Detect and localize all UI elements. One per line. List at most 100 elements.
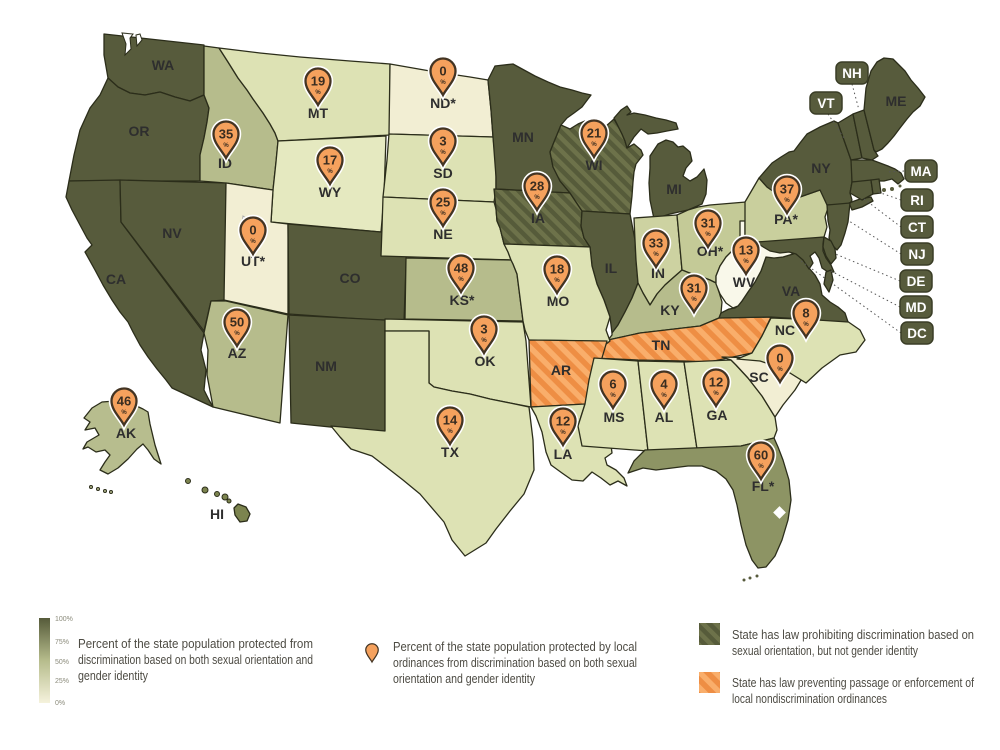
- svg-text:0: 0: [776, 351, 783, 366]
- svg-text:14: 14: [443, 413, 458, 428]
- svg-text:discrimination based on both s: discrimination based on both sexual orie…: [78, 653, 313, 667]
- svg-text:%: %: [803, 322, 809, 328]
- svg-text:0: 0: [249, 223, 256, 238]
- svg-text:%: %: [554, 278, 560, 284]
- svg-text:TN: TN: [652, 337, 671, 353]
- svg-text:%: %: [250, 239, 256, 245]
- svg-text:%: %: [481, 338, 487, 344]
- svg-text:31: 31: [687, 281, 701, 296]
- svg-text:48: 48: [454, 261, 468, 276]
- svg-text:OR: OR: [129, 123, 150, 139]
- svg-text:FL*: FL*: [752, 478, 775, 494]
- svg-text:AZ: AZ: [228, 345, 247, 361]
- svg-text:IA: IA: [531, 210, 545, 226]
- svg-text:NH: NH: [842, 66, 862, 81]
- svg-text:%: %: [743, 259, 749, 265]
- svg-text:VA: VA: [782, 283, 800, 299]
- svg-text:WY: WY: [319, 184, 342, 200]
- svg-text:25: 25: [436, 195, 450, 210]
- svg-text:AK: AK: [116, 425, 136, 441]
- svg-text:CA: CA: [106, 271, 126, 287]
- svg-text:3: 3: [480, 322, 487, 337]
- svg-text:3: 3: [439, 134, 446, 149]
- svg-text:NC: NC: [775, 322, 795, 338]
- svg-text:UT*: UT*: [241, 253, 266, 269]
- svg-text:NE: NE: [433, 226, 452, 242]
- svg-text:NV: NV: [162, 225, 182, 241]
- svg-text:%: %: [661, 393, 667, 399]
- svg-text:OK: OK: [475, 353, 496, 369]
- svg-text:DC: DC: [907, 326, 927, 341]
- svg-text:MI: MI: [666, 181, 682, 197]
- svg-text:AR: AR: [551, 362, 571, 378]
- svg-text:46: 46: [117, 394, 131, 409]
- svg-text:MT: MT: [308, 105, 329, 121]
- svg-text:gender identity: gender identity: [78, 669, 149, 683]
- svg-text:%: %: [653, 252, 659, 258]
- svg-text:%: %: [223, 143, 229, 149]
- svg-text:ND*: ND*: [430, 95, 456, 111]
- svg-text:%: %: [440, 211, 446, 217]
- svg-text:13: 13: [739, 243, 753, 258]
- svg-text:MD: MD: [906, 300, 927, 315]
- svg-text:MA: MA: [911, 164, 932, 179]
- svg-text:75%: 75%: [55, 639, 69, 646]
- svg-text:WV: WV: [733, 274, 756, 290]
- svg-text:Percent of the state populatio: Percent of the state population protecte…: [393, 640, 637, 654]
- svg-text:KS*: KS*: [450, 292, 475, 308]
- svg-text:%: %: [440, 150, 446, 156]
- svg-text:%: %: [534, 195, 540, 201]
- svg-text:33: 33: [649, 236, 663, 251]
- svg-text:SC: SC: [749, 369, 768, 385]
- svg-text:HI: HI: [210, 506, 224, 522]
- svg-text:50: 50: [230, 315, 244, 330]
- svg-text:State has law prohibiting disc: State has law prohibiting discrimination…: [732, 628, 974, 642]
- svg-text:%: %: [777, 367, 783, 373]
- svg-text:SD: SD: [433, 165, 452, 181]
- svg-text:State has law preventing passa: State has law preventing passage or enfo…: [732, 676, 974, 690]
- svg-text:MO: MO: [547, 293, 570, 309]
- svg-text:ordinances from discrimination: ordinances from discrimination based on …: [393, 656, 637, 670]
- svg-text:orientation and gender identit: orientation and gender identity: [393, 672, 536, 686]
- svg-text:GA: GA: [707, 407, 728, 423]
- svg-text:CO: CO: [340, 270, 361, 286]
- svg-text:ME: ME: [886, 93, 907, 109]
- svg-text:DE: DE: [907, 274, 926, 289]
- svg-text:NM: NM: [315, 358, 337, 374]
- svg-text:Percent of the state populatio: Percent of the state population protecte…: [78, 637, 313, 651]
- svg-text:%: %: [327, 169, 333, 175]
- svg-text:35: 35: [219, 127, 233, 142]
- svg-text:4: 4: [660, 377, 668, 392]
- svg-text:%: %: [784, 198, 790, 204]
- svg-text:28: 28: [530, 179, 544, 194]
- svg-text:MN: MN: [512, 129, 534, 145]
- svg-text:100%: 100%: [55, 616, 73, 623]
- svg-text:WA: WA: [152, 57, 175, 73]
- svg-text:local nondiscrimination ordina: local nondiscrimination ordinances: [732, 692, 887, 706]
- svg-text:RI: RI: [910, 193, 924, 208]
- svg-text:%: %: [458, 277, 464, 283]
- svg-text:PA*: PA*: [774, 211, 798, 227]
- svg-text:18: 18: [550, 262, 564, 277]
- svg-text:VT: VT: [817, 96, 835, 111]
- svg-text:KY: KY: [660, 302, 680, 318]
- svg-text:IL: IL: [605, 260, 618, 276]
- svg-text:%: %: [315, 90, 321, 96]
- svg-text:37: 37: [780, 182, 794, 197]
- svg-text:%: %: [560, 430, 566, 436]
- svg-text:6: 6: [609, 377, 616, 392]
- svg-text:%: %: [447, 429, 453, 435]
- svg-text:%: %: [705, 232, 711, 238]
- svg-text:0: 0: [439, 64, 446, 79]
- svg-text:LA: LA: [554, 446, 573, 462]
- svg-text:12: 12: [556, 414, 570, 429]
- svg-text:NJ: NJ: [908, 247, 925, 262]
- svg-text:MS: MS: [604, 409, 625, 425]
- svg-text:%: %: [758, 464, 764, 470]
- svg-text:%: %: [713, 391, 719, 397]
- svg-text:AL: AL: [655, 409, 674, 425]
- svg-text:19: 19: [311, 74, 325, 89]
- svg-text:60: 60: [754, 448, 768, 463]
- svg-text:8: 8: [802, 306, 809, 321]
- svg-text:%: %: [691, 297, 697, 303]
